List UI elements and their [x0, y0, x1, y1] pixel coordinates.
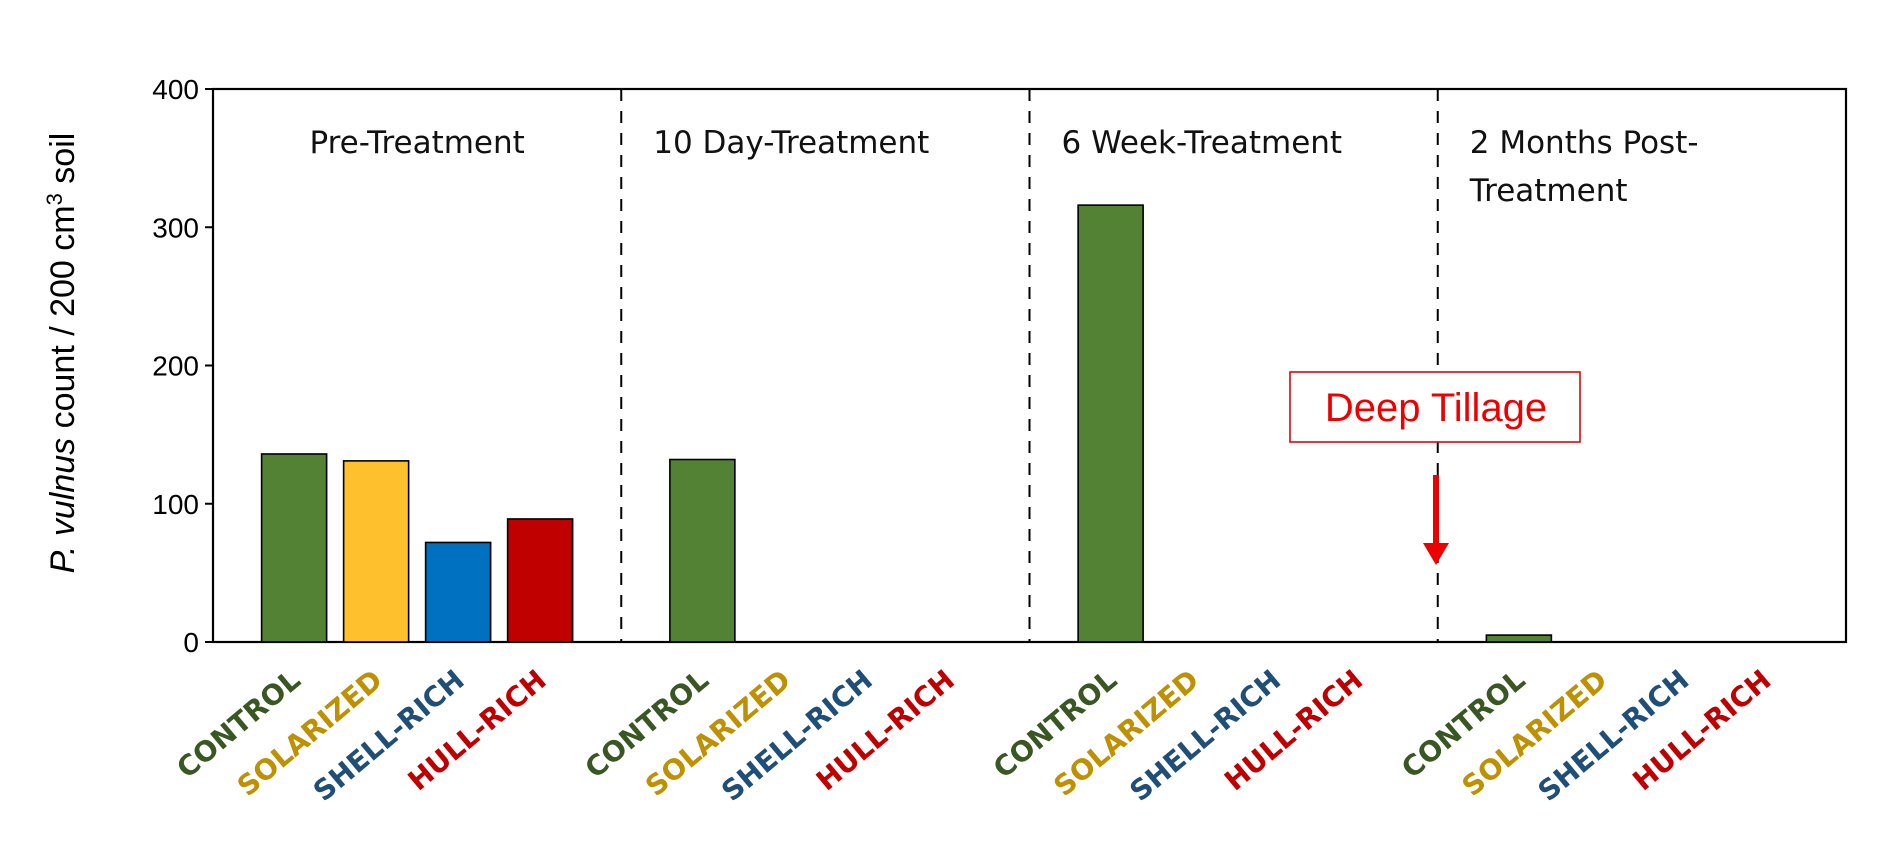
- deep-tillage-label: Deep Tillage: [1325, 386, 1547, 430]
- svg-text:P. vulnus count / 200 cm3 soil: P. vulnus count / 200 cm3 soil: [42, 133, 83, 574]
- bar-shell-rich: [424, 541, 492, 643]
- bar-control: [1485, 634, 1553, 643]
- deep-tillage-arrow-head: [1423, 543, 1449, 565]
- bar-solarized: [342, 460, 410, 643]
- bar-control: [1077, 204, 1144, 643]
- y-axis-label-unit: soil: [44, 133, 82, 193]
- bar-control: [669, 458, 736, 643]
- group-title-line: 6 Week-Treatment: [1062, 125, 1343, 161]
- y-tick-label: 400: [152, 74, 199, 105]
- y-axis-label-text: count / 200 cm: [44, 205, 82, 437]
- group-title-line: 10 Day-Treatment: [653, 125, 929, 161]
- group-title-line: Treatment: [1469, 173, 1628, 209]
- group-title-line: 2 Months Post-: [1470, 125, 1699, 161]
- group-title: 10 Day-Treatment: [653, 125, 929, 161]
- deep-tillage-box: [1289, 371, 1581, 443]
- y-tick-label: 200: [152, 351, 199, 382]
- bar-control: [260, 453, 328, 643]
- bar-hull-rich: [506, 518, 574, 643]
- group-title: 6 Week-Treatment: [1062, 125, 1343, 161]
- group-title: 2 Months Post- Treatment: [1469, 125, 1699, 209]
- group-title-line: Pre-Treatment: [309, 125, 524, 161]
- y-tick-label: 100: [152, 489, 199, 520]
- group-title: Pre-Treatment: [309, 125, 524, 161]
- y-tick-label: 0: [183, 627, 199, 658]
- y-tick-label: 300: [152, 212, 199, 243]
- y-axis-label: P. vulnus count / 200 cm3 soil: [42, 133, 83, 574]
- y-axis-label-superscript: 3: [42, 193, 67, 205]
- y-axis-label-species: P. vulnus: [44, 438, 82, 573]
